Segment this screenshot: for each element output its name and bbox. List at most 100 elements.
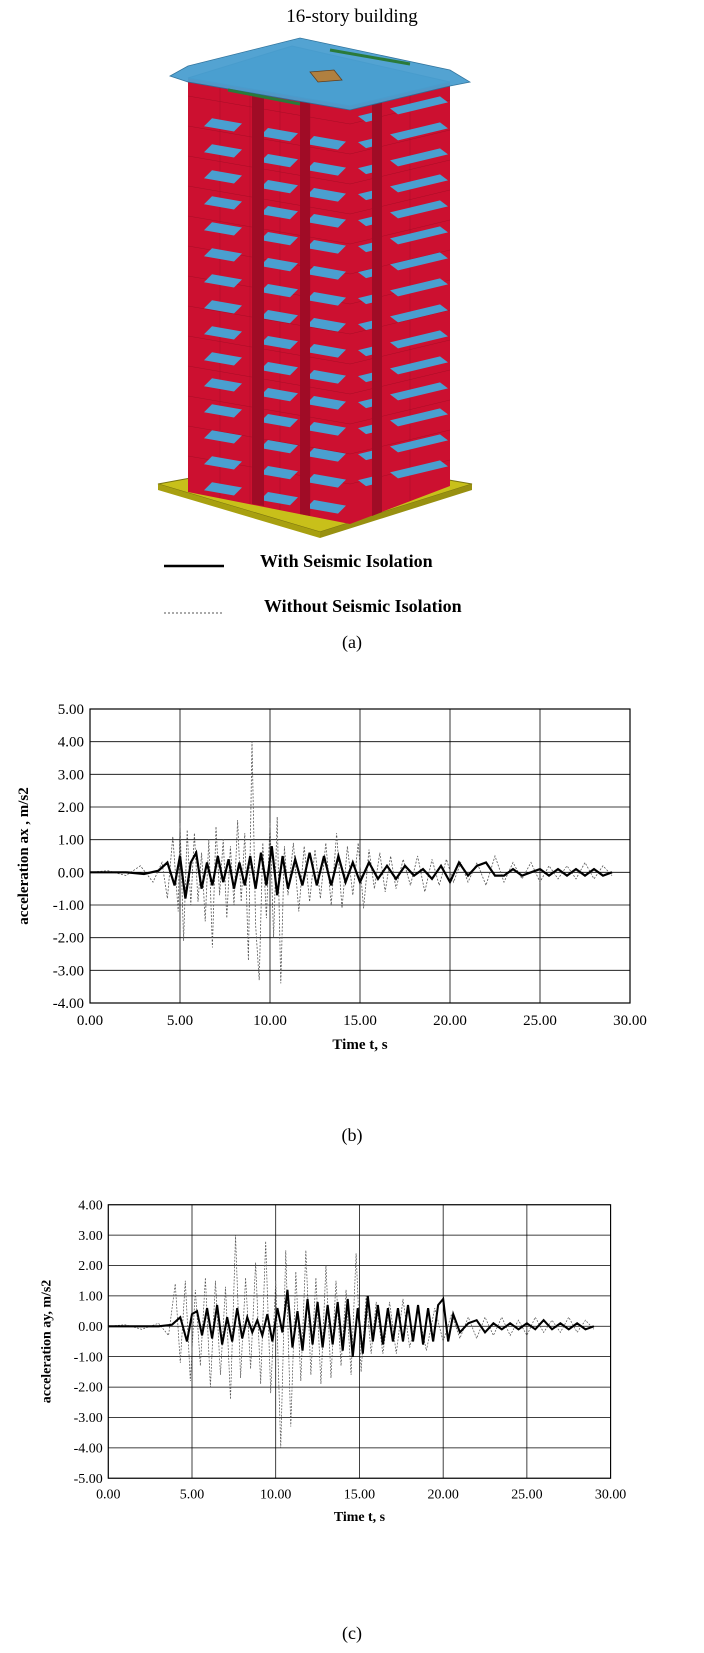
balcony [390,382,448,401]
balcony [204,144,242,158]
legend-label-without: Without Seismic Isolation [264,596,462,616]
x-tick-label: 15.00 [343,1013,377,1029]
balcony [204,404,242,418]
balcony [306,370,346,384]
x-tick-label: 10.00 [260,1488,291,1503]
y-axis-label: acceleration ax , m/s2 [16,787,32,924]
y-tick-label: 0.00 [58,865,84,881]
y-tick-label: 0.00 [78,1320,102,1335]
balcony [204,118,242,132]
balcony [204,170,242,184]
balcony [390,278,448,297]
balcony [260,492,298,506]
balcony [306,188,346,202]
y-tick-label: 3.00 [58,767,84,783]
balcony [204,352,242,366]
balcony [390,408,448,427]
balcony [390,96,448,115]
balcony [204,300,242,314]
x-tick-label: 0.00 [96,1488,120,1503]
x-tick-label: 20.00 [433,1013,467,1029]
x-tick-label: 0.00 [77,1013,103,1029]
balcony [390,330,448,349]
y-tick-label: -5.00 [74,1472,103,1487]
balcony [260,258,298,272]
balcony [306,500,346,514]
y-tick-label: -3.00 [74,1411,103,1426]
balcony [306,318,346,332]
balcony [390,252,448,271]
y-tick-label: 2.00 [78,1259,102,1274]
x-tick-label: 25.00 [523,1013,557,1029]
balcony [390,226,448,245]
balcony [306,474,346,488]
y-tick-label: 1.00 [78,1290,102,1305]
legend-with: With Seismic Isolation [164,551,570,577]
balcony [260,310,298,324]
x-tick-label: 25.00 [511,1488,542,1503]
balcony [306,292,346,306]
balcony [306,162,346,176]
balcony [260,362,298,376]
x-tick-label: 5.00 [180,1488,204,1503]
x-tick-label: 20.00 [427,1488,458,1503]
balcony [306,396,346,410]
legend-swatch-with [164,564,224,568]
balcony [260,154,298,168]
balcony [390,356,448,375]
y-tick-label: -2.00 [74,1381,103,1396]
legend-without: Without Seismic Isolation [164,596,570,622]
balcony [260,440,298,454]
series-without-isolation [89,741,613,984]
building-title: 16-story building [286,6,418,27]
balcony [260,284,298,298]
y-tick-label: 2.00 [58,800,84,816]
balcony [260,466,298,480]
y-tick-label: -1.00 [74,1350,103,1365]
x-tick-label: 15.00 [344,1488,375,1503]
balcony [306,266,346,280]
balcony [390,304,448,323]
balcony [390,460,448,479]
x-tick-label: 30.00 [595,1488,626,1503]
series-without-isolation [108,1235,595,1448]
balcony [390,434,448,453]
x-axis-label: Time t, s [332,1037,387,1053]
y-tick-label: 4.00 [58,735,84,751]
caption-b: (b) [341,1125,363,1145]
balcony [260,206,298,220]
caption-c: (c) [342,1623,362,1643]
balcony [260,128,298,142]
balcony [390,148,448,167]
y-tick-label: 3.00 [78,1229,102,1244]
y-tick-label: 1.00 [58,833,84,849]
balcony [204,248,242,262]
y-tick-label: 4.00 [78,1198,102,1213]
balcony [204,378,242,392]
balcony [260,388,298,402]
roof-opening [309,69,343,83]
balcony [204,274,242,288]
chart-b: 5.00 4.00 3.00 2.00 1.00 0.00 -1.00 -2.00 -3.00 -… [16,702,647,1053]
balcony [390,200,448,219]
balcony [204,196,242,210]
balcony [306,422,346,436]
balcony [306,344,346,358]
chart-c: 4.00 3.00 2.00 1.00 0.00 -1.00 -2.00 -3.00 -4.00… [40,1198,627,1525]
caption-a: (a) [342,632,362,652]
y-tick-label: 5.00 [58,702,84,718]
balcony [306,448,346,462]
y-tick-label: -1.00 [53,898,84,914]
balcony [306,136,346,150]
balcony [204,222,242,236]
balcony [204,326,242,340]
y-tick-label: -4.00 [74,1441,103,1456]
y-tick-label: -2.00 [53,931,84,947]
balcony [204,456,242,470]
x-tick-label: 10.00 [253,1013,287,1029]
series-with-isolation [90,846,613,899]
balcony [260,180,298,194]
legend-label-with: With Seismic Isolation [260,551,433,571]
balcony [204,430,242,444]
balcony [260,414,298,428]
